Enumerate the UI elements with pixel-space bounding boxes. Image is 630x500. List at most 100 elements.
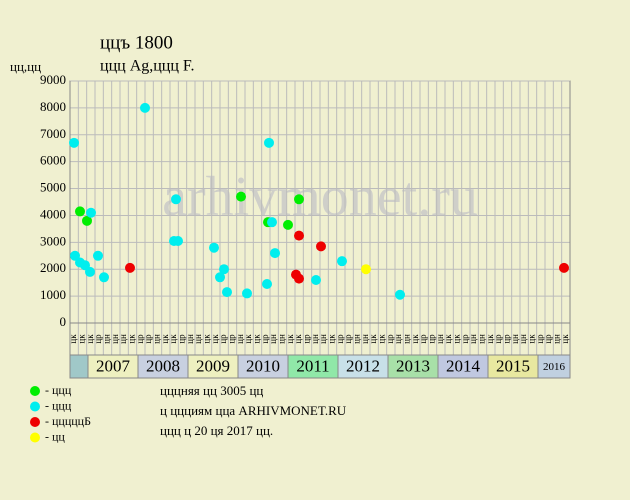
data-point	[82, 215, 92, 226]
x-tick-label: 2014	[446, 356, 481, 375]
x-sublabel: цк	[560, 334, 570, 344]
x-sublabel: цр	[260, 334, 270, 344]
data-point	[75, 206, 85, 217]
x-sublabel: цр	[502, 334, 512, 344]
data-point	[171, 194, 181, 205]
x-sublabel: цр	[93, 334, 103, 344]
x-tick-label: 2009	[196, 356, 230, 375]
x-tick-label: 2011	[296, 356, 329, 375]
data-point	[125, 262, 135, 273]
x-sublabel: цр	[535, 334, 545, 344]
x-sublabel: цн	[310, 334, 320, 344]
x-sublabel: цн	[318, 334, 328, 344]
x-sublabel: цр	[218, 334, 228, 344]
x-sublabel: цн	[152, 334, 162, 344]
x-sublabel: цн	[268, 334, 278, 344]
x-sublabel: цк	[485, 334, 495, 344]
x-sublabel: цк	[252, 334, 262, 344]
x-sublabel: цн	[235, 334, 245, 344]
x-sublabel: цк	[168, 334, 178, 344]
x-sublabel: цр	[460, 334, 470, 344]
data-point	[262, 279, 272, 290]
x-sublabel: цк	[210, 334, 220, 344]
data-point	[215, 272, 225, 283]
x-tick-label: 2015	[496, 356, 530, 375]
data-point	[219, 264, 229, 275]
note: цццняя цц 3005 цц	[160, 383, 263, 398]
year-cell	[69, 354, 89, 379]
x-sublabel: цр	[493, 334, 503, 344]
x-sublabel: цк	[285, 334, 295, 344]
x-sublabel: цр	[335, 334, 345, 344]
data-point	[395, 289, 405, 300]
x-sublabel: цк	[410, 334, 420, 344]
x-sublabel: цн	[468, 334, 478, 344]
x-sublabel: цр	[385, 334, 395, 344]
x-sublabel: цн	[402, 334, 412, 344]
data-point	[264, 137, 274, 148]
x-sublabel: цр	[227, 334, 237, 344]
legend-marker	[30, 417, 40, 427]
x-sublabel: цн	[393, 334, 403, 344]
x-sublabel: цн	[193, 334, 203, 344]
x-sublabel: цк	[77, 334, 87, 344]
y-tick-label: 2000	[40, 260, 66, 275]
x-sublabel: цк	[443, 334, 453, 344]
data-point	[86, 207, 96, 218]
data-point	[209, 242, 219, 253]
x-sublabel: цк	[160, 334, 170, 344]
legend-marker	[30, 432, 40, 443]
data-point	[236, 191, 246, 202]
x-sublabel: цк	[377, 334, 387, 344]
x-tick-label: 2012	[346, 356, 380, 375]
data-point	[267, 217, 277, 228]
legend-label: - цццццБ	[45, 414, 91, 428]
data-point	[311, 274, 321, 285]
x-sublabel: цн	[477, 334, 487, 344]
data-point	[361, 264, 371, 275]
data-point	[337, 256, 347, 267]
x-sublabel: цк	[368, 334, 378, 344]
data-point	[173, 235, 183, 246]
y-tick-label: 1000	[40, 287, 66, 302]
x-sublabel: цр	[177, 334, 187, 344]
y-tick-label: 0	[60, 314, 67, 329]
x-sublabel: цн	[435, 334, 445, 344]
x-sublabel: цн	[552, 334, 562, 344]
data-point	[559, 262, 569, 273]
x-sublabel: цк	[202, 334, 212, 344]
x-sublabel: цр	[418, 334, 428, 344]
x-tick-label: 2016	[543, 361, 566, 373]
x-sublabel: цр	[427, 334, 437, 344]
x-sublabel: цн	[102, 334, 112, 344]
x-sublabel: цн	[352, 334, 362, 344]
data-point	[85, 266, 95, 277]
x-sublabel: цк	[527, 334, 537, 344]
x-sublabel: цк	[68, 334, 78, 344]
data-point	[294, 230, 304, 241]
x-sublabel: цк	[127, 334, 137, 344]
x-tick-label: 2013	[396, 356, 430, 375]
data-point	[222, 287, 232, 298]
x-tick-label: 2008	[146, 356, 180, 375]
legend-label: - ццц	[45, 383, 72, 397]
x-sublabel: цр	[343, 334, 353, 344]
legend-label: - ццц	[45, 398, 72, 412]
data-point	[242, 288, 252, 299]
y-axis-label: цц,цц	[10, 59, 41, 74]
data-point	[69, 137, 79, 148]
chart-title: ццъ 1800	[100, 32, 173, 53]
x-sublabel: цн	[118, 334, 128, 344]
y-tick-label: 4000	[40, 206, 66, 221]
x-sublabel: цк	[293, 334, 303, 344]
x-label-frame	[69, 322, 571, 356]
y-tick-label: 5000	[40, 180, 66, 195]
x-sublabel: цр	[302, 334, 312, 344]
x-sublabel: цр	[135, 334, 145, 344]
x-sublabel: цн	[518, 334, 528, 344]
x-sublabel: цк	[452, 334, 462, 344]
x-tick-label: 2007	[96, 356, 131, 375]
data-point	[99, 272, 109, 283]
y-tick-label: 7000	[40, 126, 66, 141]
